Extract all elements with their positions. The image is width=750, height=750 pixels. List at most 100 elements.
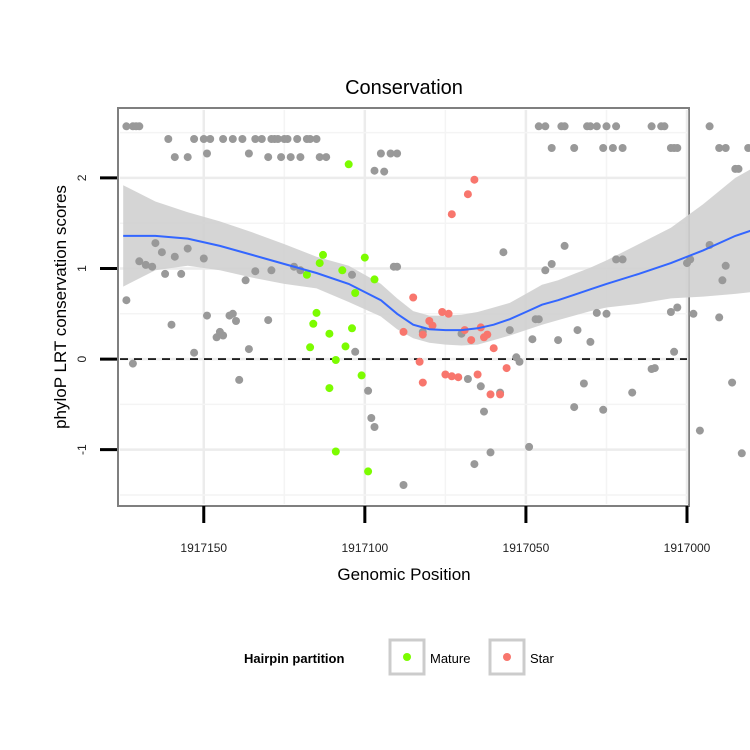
point-other [141, 260, 150, 269]
point-other [219, 135, 228, 143]
point-other [135, 257, 144, 266]
point-other [393, 262, 402, 271]
point-other [592, 122, 601, 131]
point-other [570, 144, 579, 152]
point-mature [319, 250, 327, 259]
point-other [586, 122, 595, 131]
point-other [306, 135, 315, 143]
point-other [241, 276, 250, 285]
point-star [463, 190, 472, 199]
point-other [199, 135, 208, 143]
point-other [399, 481, 408, 489]
point-star [502, 364, 511, 373]
point-other [541, 266, 550, 275]
point-mature [312, 308, 321, 317]
smooth-trend-line [123, 229, 750, 332]
x-tick-label: 1917150 [180, 541, 227, 555]
point-mature [315, 259, 324, 268]
point-other [628, 388, 637, 397]
point-other [728, 378, 737, 387]
point-other [273, 135, 282, 143]
point-other [251, 267, 260, 276]
point-star [441, 370, 450, 379]
point-star [438, 308, 447, 316]
x-tick-label: 1917100 [341, 541, 388, 555]
point-other [592, 308, 601, 317]
point-other [718, 276, 727, 285]
point-other [608, 144, 617, 152]
y-axis-title: phyloP LRT conservation scores [51, 185, 70, 429]
point-star [467, 336, 476, 345]
x-tick-label: 1917000 [664, 541, 711, 555]
point-other [296, 153, 305, 162]
point-other [277, 153, 286, 162]
x-axis-title: Genomic Position [337, 565, 470, 584]
point-other [647, 122, 656, 131]
point-other [715, 313, 724, 322]
point-other [715, 144, 724, 152]
smooth-line [123, 229, 750, 332]
point-other [128, 359, 137, 368]
point-other [164, 135, 173, 143]
point-star [454, 373, 463, 382]
y-tick-label: -1 [75, 444, 89, 455]
point-other [232, 317, 240, 325]
point-other [183, 244, 192, 253]
point-other [534, 122, 543, 131]
point-other [705, 122, 714, 131]
point-star [444, 309, 453, 318]
point-other [599, 405, 608, 414]
point-star [409, 293, 418, 302]
point-other [541, 122, 550, 131]
point-star [418, 378, 427, 387]
point-other [161, 269, 170, 278]
point-other [470, 460, 479, 469]
point-other [486, 448, 495, 457]
point-other [228, 135, 237, 143]
point-other [721, 261, 730, 270]
legend-label-star: Star [530, 651, 555, 666]
y-tick-label: 2 [75, 174, 89, 181]
point-other [463, 375, 472, 383]
point-other [148, 262, 157, 271]
point-other [525, 442, 534, 451]
point-other [547, 144, 556, 152]
point-other [219, 331, 228, 340]
point-mature [306, 343, 315, 352]
point-mature [325, 384, 334, 393]
point-other [286, 153, 295, 162]
point-other [170, 252, 179, 261]
point-other [673, 303, 682, 312]
point-mature [357, 371, 366, 380]
point-other [650, 364, 659, 373]
point-other [312, 135, 321, 143]
point-other [602, 122, 611, 131]
point-other [670, 347, 679, 356]
point-other [370, 166, 379, 175]
point-other [315, 153, 324, 162]
legend: Hairpin partition Mature Star [244, 638, 555, 676]
point-mature [309, 319, 318, 328]
data-points [122, 122, 750, 489]
point-mature [344, 160, 353, 169]
point-other [528, 335, 537, 344]
point-other [599, 144, 608, 152]
point-other [177, 269, 186, 278]
point-other [505, 326, 514, 335]
point-other [499, 248, 508, 257]
legend-title: Hairpin partition [244, 651, 344, 666]
point-other [547, 260, 556, 268]
point-other [135, 122, 144, 131]
point-other [560, 241, 569, 250]
point-other [737, 449, 746, 458]
point-other [293, 135, 302, 143]
point-other [228, 309, 237, 318]
point-other [244, 345, 253, 354]
point-star [473, 370, 482, 379]
axes: 1917150 1917100 1917050 1917000 -1 0 1 2 [75, 174, 711, 555]
point-other [480, 407, 488, 416]
point-other [170, 153, 179, 162]
point-other [515, 357, 524, 366]
point-other [686, 255, 695, 264]
point-other [534, 315, 543, 324]
